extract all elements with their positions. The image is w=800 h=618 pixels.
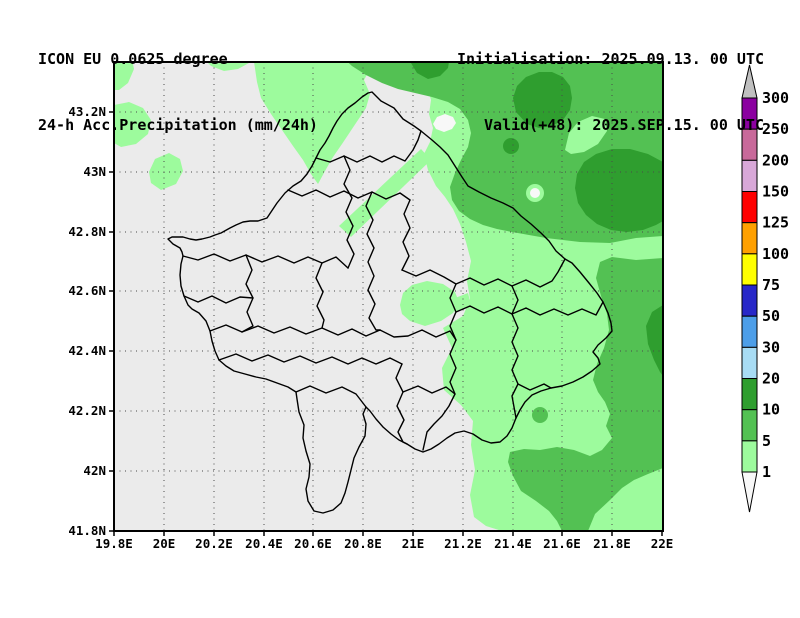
precip-top-edge-light — [207, 62, 250, 71]
y-tick-label: 42.4N — [68, 343, 106, 358]
colorbar-segment — [741, 253, 758, 286]
x-tick-label: 21.4E — [494, 536, 532, 551]
colorbar-label: 250 — [762, 120, 789, 138]
precip-west-edge-light-1 — [114, 62, 134, 90]
internal-boundary-4 — [182, 253, 349, 269]
x-tick-label: 21.6E — [543, 536, 581, 551]
colorbar-arrow-below — [741, 471, 758, 513]
precip-west-edge-light-2 — [114, 102, 151, 147]
x-tick-label: 22E — [651, 536, 674, 551]
colorbar-segment — [741, 284, 758, 317]
internal-boundary-12 — [402, 385, 456, 395]
precip-sub1-patch-a — [433, 114, 456, 132]
y-tick-label: 41.8N — [68, 523, 106, 538]
colorbar: 1 5 10 20 30 50 75 100 125 150 200 250 300 — [741, 64, 789, 513]
grid-lines — [114, 62, 663, 531]
x-tick-label: 20.4E — [245, 536, 283, 551]
model-title: ICON EU 0.0625 degree — [38, 50, 228, 68]
map-plot-area — [114, 62, 663, 531]
colorbar-label: 150 — [762, 183, 789, 201]
y-tick-label: 42.2N — [68, 403, 106, 418]
colorbar-label: 75 — [762, 276, 780, 294]
x-tick-label: 20.8E — [344, 536, 382, 551]
municipality-boundaries — [167, 91, 613, 514]
precip-central-blob-neck — [450, 293, 471, 313]
precip-east-dark-mass — [575, 149, 663, 232]
map-frame — [113, 61, 664, 532]
colorbar-segment — [741, 409, 758, 442]
colorbar-label: 125 — [762, 214, 789, 232]
country-outline — [167, 91, 613, 514]
colorbar-segment — [741, 378, 758, 411]
internal-boundary-0 — [315, 130, 422, 163]
internal-boundary-15 — [365, 191, 381, 331]
colorbar-label: 200 — [762, 151, 789, 169]
precipitation-field — [114, 62, 663, 531]
valid-time: Valid(+48): 2025.SEP.15. 00 UTC — [484, 116, 764, 134]
colorbar-segment — [741, 222, 758, 255]
x-tick-label: 21E — [402, 536, 425, 551]
colorbar-segment — [741, 315, 758, 348]
colorbar-label: 100 — [762, 245, 789, 263]
internal-boundary-3 — [401, 199, 411, 271]
precip-light-inlier — [565, 116, 607, 154]
precip-east-medium-strip — [508, 257, 663, 531]
internal-boundary-2 — [287, 189, 411, 201]
internal-boundary-13 — [209, 324, 457, 341]
header-left: ICON EU 0.0625 degree 24-h Acc.Precipita… — [38, 4, 318, 180]
x-tick-label: 20E — [153, 536, 176, 551]
y-tick-label: 42.6N — [68, 283, 106, 298]
precip-north-light-blob — [254, 62, 374, 184]
precip-southeast-medium-dot — [532, 407, 548, 423]
internal-boundary-10 — [455, 258, 566, 288]
y-tick-label: 42.8N — [68, 224, 106, 239]
init-time: Initialisation: 2025.09.13. 00 UTC — [456, 50, 764, 68]
colorbar-segment — [741, 346, 758, 380]
x-tick-label: 20.6E — [294, 536, 332, 551]
colorbar-segment — [741, 191, 758, 224]
colorbar-label: 300 — [762, 89, 789, 107]
y-tick-label: 42N — [83, 463, 106, 478]
y-tick-label: 43N — [83, 164, 106, 179]
precip-ne-dark-core — [513, 72, 572, 128]
internal-boundary-14 — [315, 262, 325, 329]
internal-boundary-6 — [218, 353, 403, 365]
precip-east-edge-dark — [646, 305, 663, 376]
precip-central-light-blob — [400, 281, 459, 326]
colorbar-label: 5 — [762, 432, 771, 450]
precip-west-light-dot — [149, 153, 183, 190]
precip-sub1-patch-b — [530, 188, 540, 198]
x-tick-label: 21.2E — [444, 536, 482, 551]
internal-boundary-1 — [343, 155, 355, 269]
header-right: Initialisation: 2025.09.13. 00 UTC Valid… — [457, 4, 764, 180]
x-tick-label: 21.8E — [593, 536, 631, 551]
x-tick-label: 19.8E — [95, 536, 133, 551]
internal-boundary-9 — [455, 301, 604, 316]
internal-boundary-18 — [517, 383, 552, 391]
precip-top-edge-dark — [411, 62, 449, 79]
y-axis: 43.2N 43N 42.8N 42.6N 42.4N 42.2N 42N 41.8N — [68, 104, 114, 538]
colorbar-label: 20 — [762, 370, 780, 388]
internal-boundary-8 — [401, 269, 457, 451]
colorbar-label: 30 — [762, 338, 780, 356]
internal-boundary-17 — [183, 295, 254, 304]
internal-boundary-11 — [511, 285, 519, 419]
colorbar-label: 10 — [762, 401, 780, 419]
variable-title: 24-h Acc.Precipitation (mm/24h) — [38, 116, 318, 134]
y-tick-label: 43.2N — [68, 104, 106, 119]
colorbar-segment — [741, 440, 758, 473]
precip-dark-dot — [503, 138, 519, 154]
internal-boundary-5 — [295, 385, 367, 408]
x-axis: 19.8E 20E 20.2E 20.4E 20.6E 20.8E 21E 21.2E 21.4… — [95, 531, 673, 551]
colorbar-label: 1 — [762, 463, 771, 481]
colorbar-label: 50 — [762, 307, 780, 325]
x-tick-label: 20.2E — [195, 536, 233, 551]
precip-diagonal-light-band — [339, 149, 431, 237]
internal-boundary-7 — [395, 363, 408, 445]
